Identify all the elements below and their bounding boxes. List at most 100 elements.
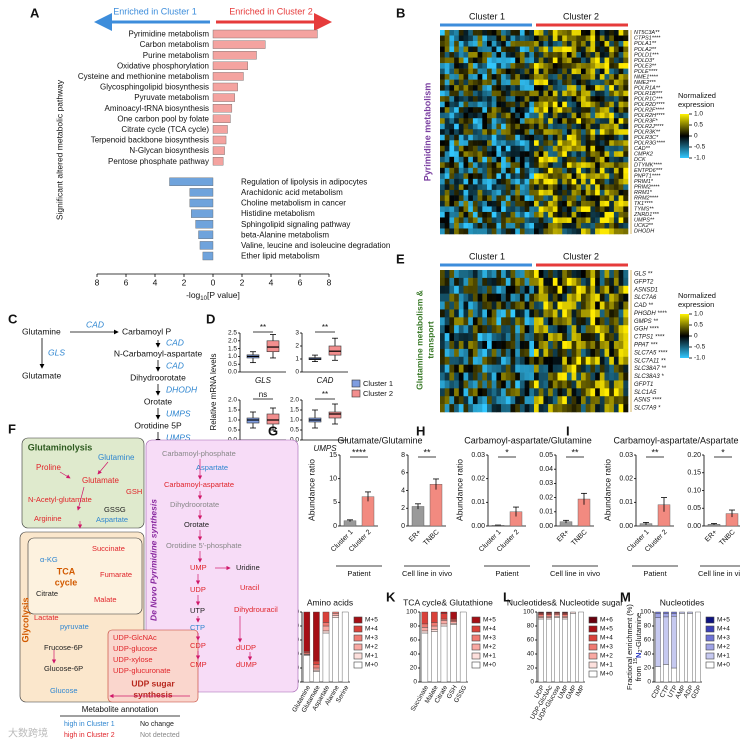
legend-swatch	[705, 661, 715, 669]
heatmap-cell	[571, 380, 577, 389]
heatmap-cell	[623, 325, 629, 334]
heatmap-cell	[505, 217, 511, 224]
gene-label: POLR3C*	[634, 135, 659, 141]
heatmap-cell	[505, 341, 511, 350]
heatmap-cell	[604, 178, 610, 185]
heatmap-cell	[613, 101, 619, 108]
heatmap-cell	[472, 46, 478, 53]
heatmap-cell	[510, 79, 516, 86]
heatmap-cell	[576, 52, 582, 58]
tca-box	[27, 537, 143, 615]
heatmap-cell	[557, 145, 563, 152]
heatmap-cell	[576, 195, 582, 202]
heatmap-cell	[458, 317, 464, 326]
heatmap-cell	[599, 325, 605, 334]
heatmap-cell	[581, 211, 586, 218]
heatmap-cell	[477, 396, 483, 405]
heatmap-cell	[491, 90, 497, 97]
heatmap-cell	[548, 57, 554, 64]
heatmap-cell	[538, 35, 544, 42]
heatmap-cell	[477, 162, 483, 169]
heatmap-cell	[566, 123, 572, 130]
heatmap-cell	[496, 74, 502, 80]
heatmap-cell	[487, 129, 492, 136]
heatmap-cell	[477, 134, 483, 141]
gene-label: POLR2F****	[634, 107, 665, 113]
heatmap-cell	[562, 396, 568, 405]
heatmap-cell	[623, 140, 629, 147]
metabolite: Fumarate	[100, 570, 132, 579]
heatmap-cell	[463, 200, 469, 207]
heatmap-cell	[472, 356, 478, 365]
heatmap-cell	[487, 217, 492, 224]
y-tick-label: 5	[333, 499, 337, 506]
heatmap-cell	[590, 285, 596, 294]
gene-label: POLR3F*	[634, 118, 658, 124]
heatmap-cell	[585, 364, 591, 373]
heatmap-cell	[618, 277, 624, 287]
colorbar-title: expression	[678, 100, 714, 109]
heatmap-cell	[477, 35, 483, 42]
heatmap-cell	[576, 173, 582, 180]
heatmap-cell	[538, 173, 544, 180]
heatmap-cell	[505, 162, 511, 169]
heatmap-cell	[595, 68, 601, 75]
gene-label: RRM1*	[634, 190, 653, 196]
heatmap-cell	[505, 380, 511, 389]
heatmap-cell	[557, 356, 563, 365]
legend-label: Not detected	[140, 732, 180, 739]
heatmap-cell	[599, 211, 605, 218]
heatmap-cell	[543, 404, 549, 413]
heatmap-cell	[548, 189, 554, 196]
heatmap-cell	[557, 217, 563, 224]
heatmap-cell	[496, 52, 502, 58]
heatmap-cell	[609, 74, 615, 80]
heatmap-cell	[458, 123, 464, 130]
heatmap-cell	[505, 167, 511, 174]
heatmap-cell	[557, 118, 563, 125]
heatmap-cell	[482, 228, 488, 235]
heatmap-cell	[501, 35, 507, 42]
heatmap-cell	[585, 372, 591, 381]
heatmap-cell	[458, 140, 464, 147]
bar-segment	[671, 667, 677, 683]
box	[328, 411, 342, 419]
heatmap-cell	[515, 156, 521, 163]
heatmap-cell	[604, 145, 610, 152]
heatmap-cell	[538, 112, 544, 119]
heatmap-cell	[581, 118, 586, 125]
category-label: Cysteine and methionine metabolism	[78, 72, 210, 81]
bar	[212, 156, 224, 166]
heatmap-cell	[482, 145, 488, 152]
heatmap-cell	[581, 309, 586, 318]
heatmap-cell	[604, 79, 610, 86]
metabolite: Proline	[36, 463, 61, 472]
y-tick-label: 0	[413, 679, 417, 686]
heatmap-cell	[562, 356, 568, 365]
metabolite: Orotidine 5P	[134, 420, 182, 430]
enzyme: UMPS	[166, 408, 191, 418]
heatmap-cell	[548, 30, 554, 36]
heatmap-cell	[595, 134, 601, 141]
connector	[76, 486, 85, 511]
heatmap-cell	[501, 151, 507, 158]
heatmap-cell	[618, 184, 624, 191]
heatmap-cell	[458, 364, 464, 373]
heatmap-cell	[449, 35, 455, 42]
heatmap-cell	[590, 129, 596, 136]
heatmap-cell	[585, 30, 591, 36]
heatmap-cell	[571, 96, 577, 102]
heatmap-cell	[515, 30, 521, 36]
heatmap-cell	[496, 396, 502, 405]
heatmap-cell	[576, 293, 582, 302]
heatmap-cell	[458, 293, 464, 302]
heatmap-cell	[613, 380, 619, 389]
heatmap-cell	[444, 364, 450, 373]
heatmap-cell	[571, 348, 577, 358]
heatmap-cell	[552, 228, 558, 235]
heatmap-cell	[440, 41, 445, 47]
y-tick-label: 0.03	[539, 480, 553, 487]
bar-segment	[570, 613, 576, 683]
y-tick-label: 0.00	[539, 523, 553, 530]
heatmap-cell	[609, 90, 615, 97]
